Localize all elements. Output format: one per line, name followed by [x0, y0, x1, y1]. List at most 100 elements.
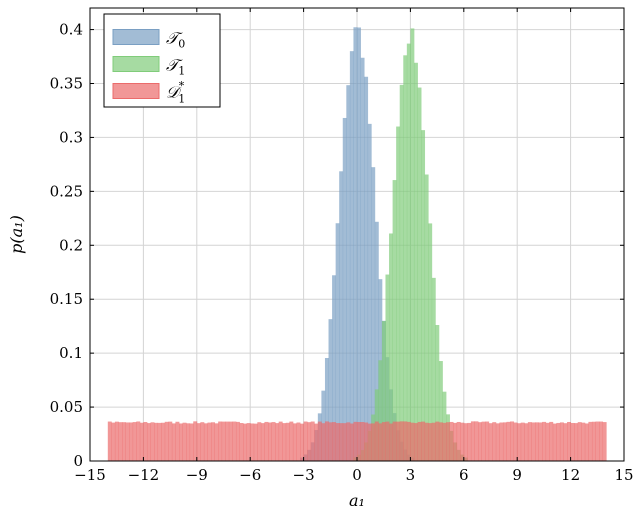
bar — [517, 423, 522, 461]
bar — [114, 421, 119, 461]
legend-label: 𝒟* 1 — [166, 80, 185, 106]
bar — [438, 361, 443, 461]
bar — [403, 421, 408, 461]
bar — [389, 423, 393, 461]
bar — [339, 171, 344, 461]
bar — [349, 423, 354, 461]
bar — [357, 27, 361, 462]
bar — [310, 421, 315, 461]
bar — [239, 423, 244, 461]
bar — [157, 422, 162, 461]
bar — [353, 421, 358, 461]
bar — [417, 421, 422, 461]
bar — [389, 233, 393, 461]
bar — [421, 421, 426, 461]
bar — [146, 423, 151, 461]
bar — [264, 421, 269, 461]
bar — [349, 51, 354, 462]
bar — [499, 422, 504, 461]
bar — [513, 422, 518, 461]
bar — [385, 274, 390, 461]
bar — [335, 423, 340, 461]
bar — [150, 422, 155, 461]
bar — [453, 422, 458, 461]
bar — [154, 422, 159, 461]
y-tick-label: 0.3 — [59, 128, 83, 146]
y-tick-label: 0.35 — [50, 75, 83, 93]
bar — [591, 421, 596, 461]
bar — [567, 421, 571, 461]
bar — [446, 422, 450, 461]
bar — [410, 422, 415, 461]
bar — [435, 421, 440, 461]
bar — [285, 422, 290, 461]
bar — [107, 421, 112, 461]
bar — [346, 85, 351, 461]
bar — [424, 422, 429, 461]
y-tick-label: 0.15 — [50, 290, 83, 308]
bar — [563, 423, 568, 461]
bar — [328, 422, 333, 461]
bar — [196, 423, 201, 461]
bar — [186, 423, 191, 461]
bar — [289, 421, 294, 461]
bar — [378, 423, 383, 461]
bar — [595, 421, 600, 461]
bar — [545, 422, 550, 461]
bar — [139, 422, 144, 461]
bar — [552, 423, 557, 461]
bar — [396, 126, 401, 462]
bar — [171, 423, 176, 461]
x-axis: −15 −12 −9 −6 −3 0 3 6 9 12 15 — [74, 8, 634, 484]
bar — [406, 421, 411, 461]
bar — [143, 422, 148, 461]
bar — [122, 422, 126, 461]
bar — [367, 423, 372, 461]
bar — [381, 321, 386, 461]
x-tick-label: 6 — [459, 466, 469, 484]
bar — [339, 423, 344, 461]
bar — [250, 423, 255, 461]
bar — [463, 423, 468, 461]
bar — [478, 422, 482, 461]
bar — [332, 275, 337, 461]
bar — [556, 422, 561, 461]
bar — [410, 28, 415, 462]
bar — [118, 422, 123, 461]
bar — [421, 130, 426, 461]
bar — [292, 423, 297, 461]
bar — [218, 421, 223, 461]
bar — [392, 180, 397, 461]
bar — [161, 422, 166, 461]
bar — [413, 423, 418, 461]
legend-swatch — [112, 56, 160, 72]
y-tick-label: 0.2 — [59, 236, 83, 254]
bar — [428, 423, 433, 461]
x-tick-label: 0 — [352, 466, 362, 484]
bar — [570, 422, 575, 461]
bar — [235, 421, 240, 461]
bar — [542, 421, 547, 461]
bar — [392, 421, 397, 461]
bar — [296, 422, 301, 461]
bar — [588, 421, 593, 461]
bar — [335, 223, 340, 461]
bar — [203, 423, 208, 461]
bar — [460, 422, 465, 461]
x-tick-label: −15 — [74, 466, 106, 484]
bar — [225, 421, 230, 461]
bar — [510, 421, 515, 461]
bar — [243, 423, 248, 461]
bar — [449, 421, 454, 461]
bar — [111, 422, 116, 461]
bar — [168, 421, 173, 461]
bar — [381, 422, 386, 461]
bar — [132, 422, 137, 461]
x-tick-label: 9 — [512, 466, 522, 484]
bar — [179, 423, 183, 461]
bar — [211, 422, 215, 461]
bar — [207, 422, 212, 461]
bar — [317, 421, 322, 461]
